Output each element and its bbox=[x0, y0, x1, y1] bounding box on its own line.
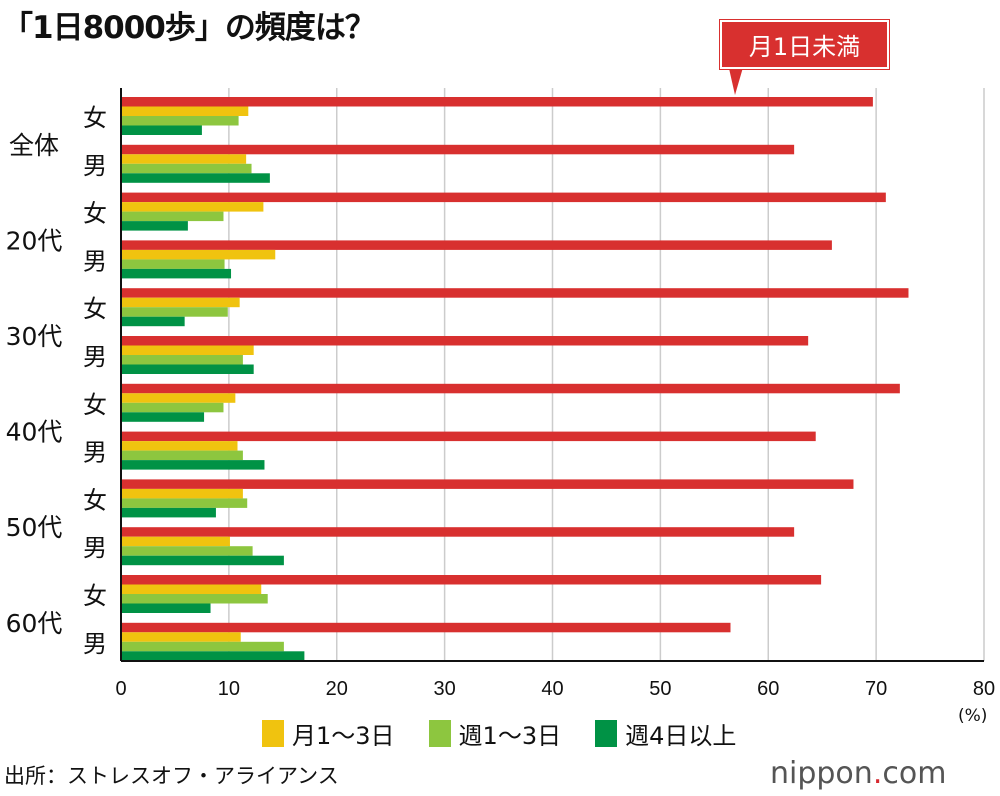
bar-月1〜3日 bbox=[121, 202, 264, 212]
bar-週4日以上 bbox=[121, 555, 284, 566]
bar-週1〜3日 bbox=[121, 211, 224, 222]
chart-title: 「1日8000歩」の頻度は？ bbox=[2, 10, 376, 46]
bar-月1日未満 bbox=[121, 192, 886, 203]
bar-週4日以上 bbox=[121, 268, 232, 279]
sex-label: 女 bbox=[83, 391, 107, 419]
bar-週4日以上 bbox=[121, 651, 305, 661]
bar-月1〜3日 bbox=[121, 488, 243, 499]
bar-週4日以上 bbox=[121, 412, 205, 422]
bar-月1〜3日 bbox=[121, 393, 236, 403]
sex-label: 男 bbox=[83, 439, 107, 467]
bar-週4日以上 bbox=[121, 316, 185, 327]
x-tick-label: 40 bbox=[541, 678, 563, 700]
sex-label: 男 bbox=[83, 152, 107, 180]
bar-週1〜3日 bbox=[121, 498, 248, 508]
bar-週4日以上 bbox=[121, 125, 202, 135]
x-tick-label: 10 bbox=[218, 678, 240, 700]
bar-週1〜3日 bbox=[121, 259, 225, 269]
annotation-callout: 月1日未満 bbox=[719, 19, 890, 70]
legend-label: 週1〜3日 bbox=[458, 722, 562, 750]
sex-label: 男 bbox=[83, 343, 107, 371]
legend-label: 月1〜3日 bbox=[292, 722, 395, 750]
bar-週1〜3日 bbox=[121, 402, 224, 413]
bar-週4日以上 bbox=[121, 221, 188, 231]
sex-label: 男 bbox=[83, 534, 107, 562]
bar-月1日未満 bbox=[121, 431, 816, 442]
bar-週4日以上 bbox=[121, 460, 265, 470]
bar-月1〜3日 bbox=[121, 632, 241, 642]
bar-月1日未満 bbox=[121, 97, 873, 107]
sex-label: 女 bbox=[83, 295, 107, 323]
bar-月1〜3日 bbox=[121, 584, 262, 594]
bar-月1〜3日 bbox=[121, 154, 247, 164]
sex-label: 男 bbox=[83, 247, 107, 275]
bar-月1日未満 bbox=[121, 479, 854, 489]
bar-週1〜3日 bbox=[121, 641, 284, 652]
bar-月1日未満 bbox=[121, 288, 909, 298]
sex-label: 女 bbox=[83, 200, 107, 228]
sex-label: 女 bbox=[83, 582, 107, 610]
group-label: 40代 bbox=[6, 418, 63, 447]
bar-月1日未満 bbox=[121, 336, 809, 346]
group-label: 50代 bbox=[6, 513, 63, 542]
bar-週1〜3日 bbox=[121, 450, 243, 461]
bar-月1日未満 bbox=[121, 240, 832, 250]
bar-月1〜3日 bbox=[121, 345, 254, 355]
bar-週1〜3日 bbox=[121, 307, 228, 317]
legend-swatch bbox=[262, 720, 284, 747]
bar-週4日以上 bbox=[121, 507, 216, 518]
legend-item: 週1〜3日 bbox=[428, 716, 562, 751]
x-tick-label: 80 bbox=[973, 678, 995, 700]
x-tick-label: 30 bbox=[434, 678, 456, 700]
x-tick-label: 20 bbox=[326, 678, 348, 700]
nippon-logo: nippon.com bbox=[770, 756, 947, 791]
x-tick-label: 50 bbox=[649, 678, 671, 700]
bar-週1〜3日 bbox=[121, 355, 243, 365]
sex-label: 女 bbox=[83, 104, 107, 132]
bar-月1日未満 bbox=[121, 144, 795, 155]
bar-月1日未満 bbox=[121, 527, 795, 537]
source-note: 出所：ストレスオフ・アライアンス bbox=[4, 764, 339, 788]
callout-pointer bbox=[728, 64, 744, 95]
group-label: 60代 bbox=[6, 609, 63, 638]
bar-週1〜3日 bbox=[121, 594, 268, 604]
group-label: 全体 bbox=[9, 131, 59, 160]
bar-月1日未満 bbox=[121, 383, 900, 394]
x-tick-label: 0 bbox=[115, 678, 126, 700]
legend-swatch bbox=[428, 720, 451, 747]
bar-月1〜3日 bbox=[121, 536, 230, 547]
bar-週4日以上 bbox=[121, 173, 270, 183]
sex-label: 女 bbox=[83, 486, 107, 514]
legend-label: 週4日以上 bbox=[625, 722, 737, 750]
bar-月1日未満 bbox=[121, 575, 822, 585]
bar-週4日以上 bbox=[121, 603, 211, 613]
bar-月1〜3日 bbox=[121, 297, 240, 308]
x-tick-label: 70 bbox=[865, 678, 887, 700]
bar-月1〜3日 bbox=[121, 249, 276, 260]
legend-item: 週4日以上 bbox=[595, 716, 736, 751]
legend-item: 月1〜3日 bbox=[262, 716, 395, 751]
bar-週1〜3日 bbox=[121, 546, 253, 556]
bar-月1〜3日 bbox=[121, 106, 249, 116]
bar-月1日未満 bbox=[121, 622, 731, 633]
bar-週1〜3日 bbox=[121, 116, 239, 126]
legend-swatch bbox=[595, 720, 618, 747]
bar-週4日以上 bbox=[121, 364, 254, 374]
sex-label: 男 bbox=[83, 630, 107, 658]
group-label: 30代 bbox=[6, 322, 63, 351]
x-axis-unit: (%) bbox=[958, 706, 988, 726]
bar-週1〜3日 bbox=[121, 163, 252, 174]
bar-月1〜3日 bbox=[121, 441, 238, 451]
x-tick-label: 60 bbox=[757, 678, 779, 700]
legend: 月1〜3日 週1〜3日 週4日以上 bbox=[262, 716, 736, 751]
group-label: 20代 bbox=[6, 226, 63, 255]
